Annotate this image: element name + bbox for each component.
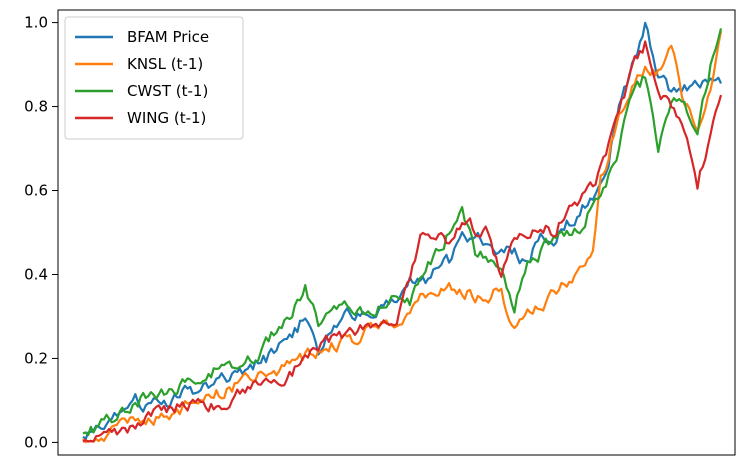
legend: BFAM Price KNSL (t-1) CWST (t-1) WING (t-1) xyxy=(64,16,244,140)
legend-entry-label: WING (t-1) xyxy=(127,109,206,127)
y-tick-label: 0.2 xyxy=(24,349,48,367)
legend-entry-label: KNSL (t-1) xyxy=(127,55,203,73)
y-axis: 0.0 0.2 0.4 0.6 0.8 1.0 xyxy=(24,14,58,451)
y-tick-label: 1.0 xyxy=(24,14,48,32)
legend-entry-label: CWST (t-1) xyxy=(127,82,208,100)
plot-frame xyxy=(57,9,736,456)
y-tick-label: 0.6 xyxy=(24,182,48,200)
legend-box xyxy=(64,16,244,140)
y-tick-label: 0.8 xyxy=(24,98,48,116)
series-line-wing-t-1 xyxy=(82,40,723,443)
series-layer xyxy=(82,21,723,444)
y-tick-label: 0.4 xyxy=(24,265,48,283)
y-tick-label: 0.0 xyxy=(24,433,48,451)
legend-entry-label: BFAM Price xyxy=(127,28,209,46)
